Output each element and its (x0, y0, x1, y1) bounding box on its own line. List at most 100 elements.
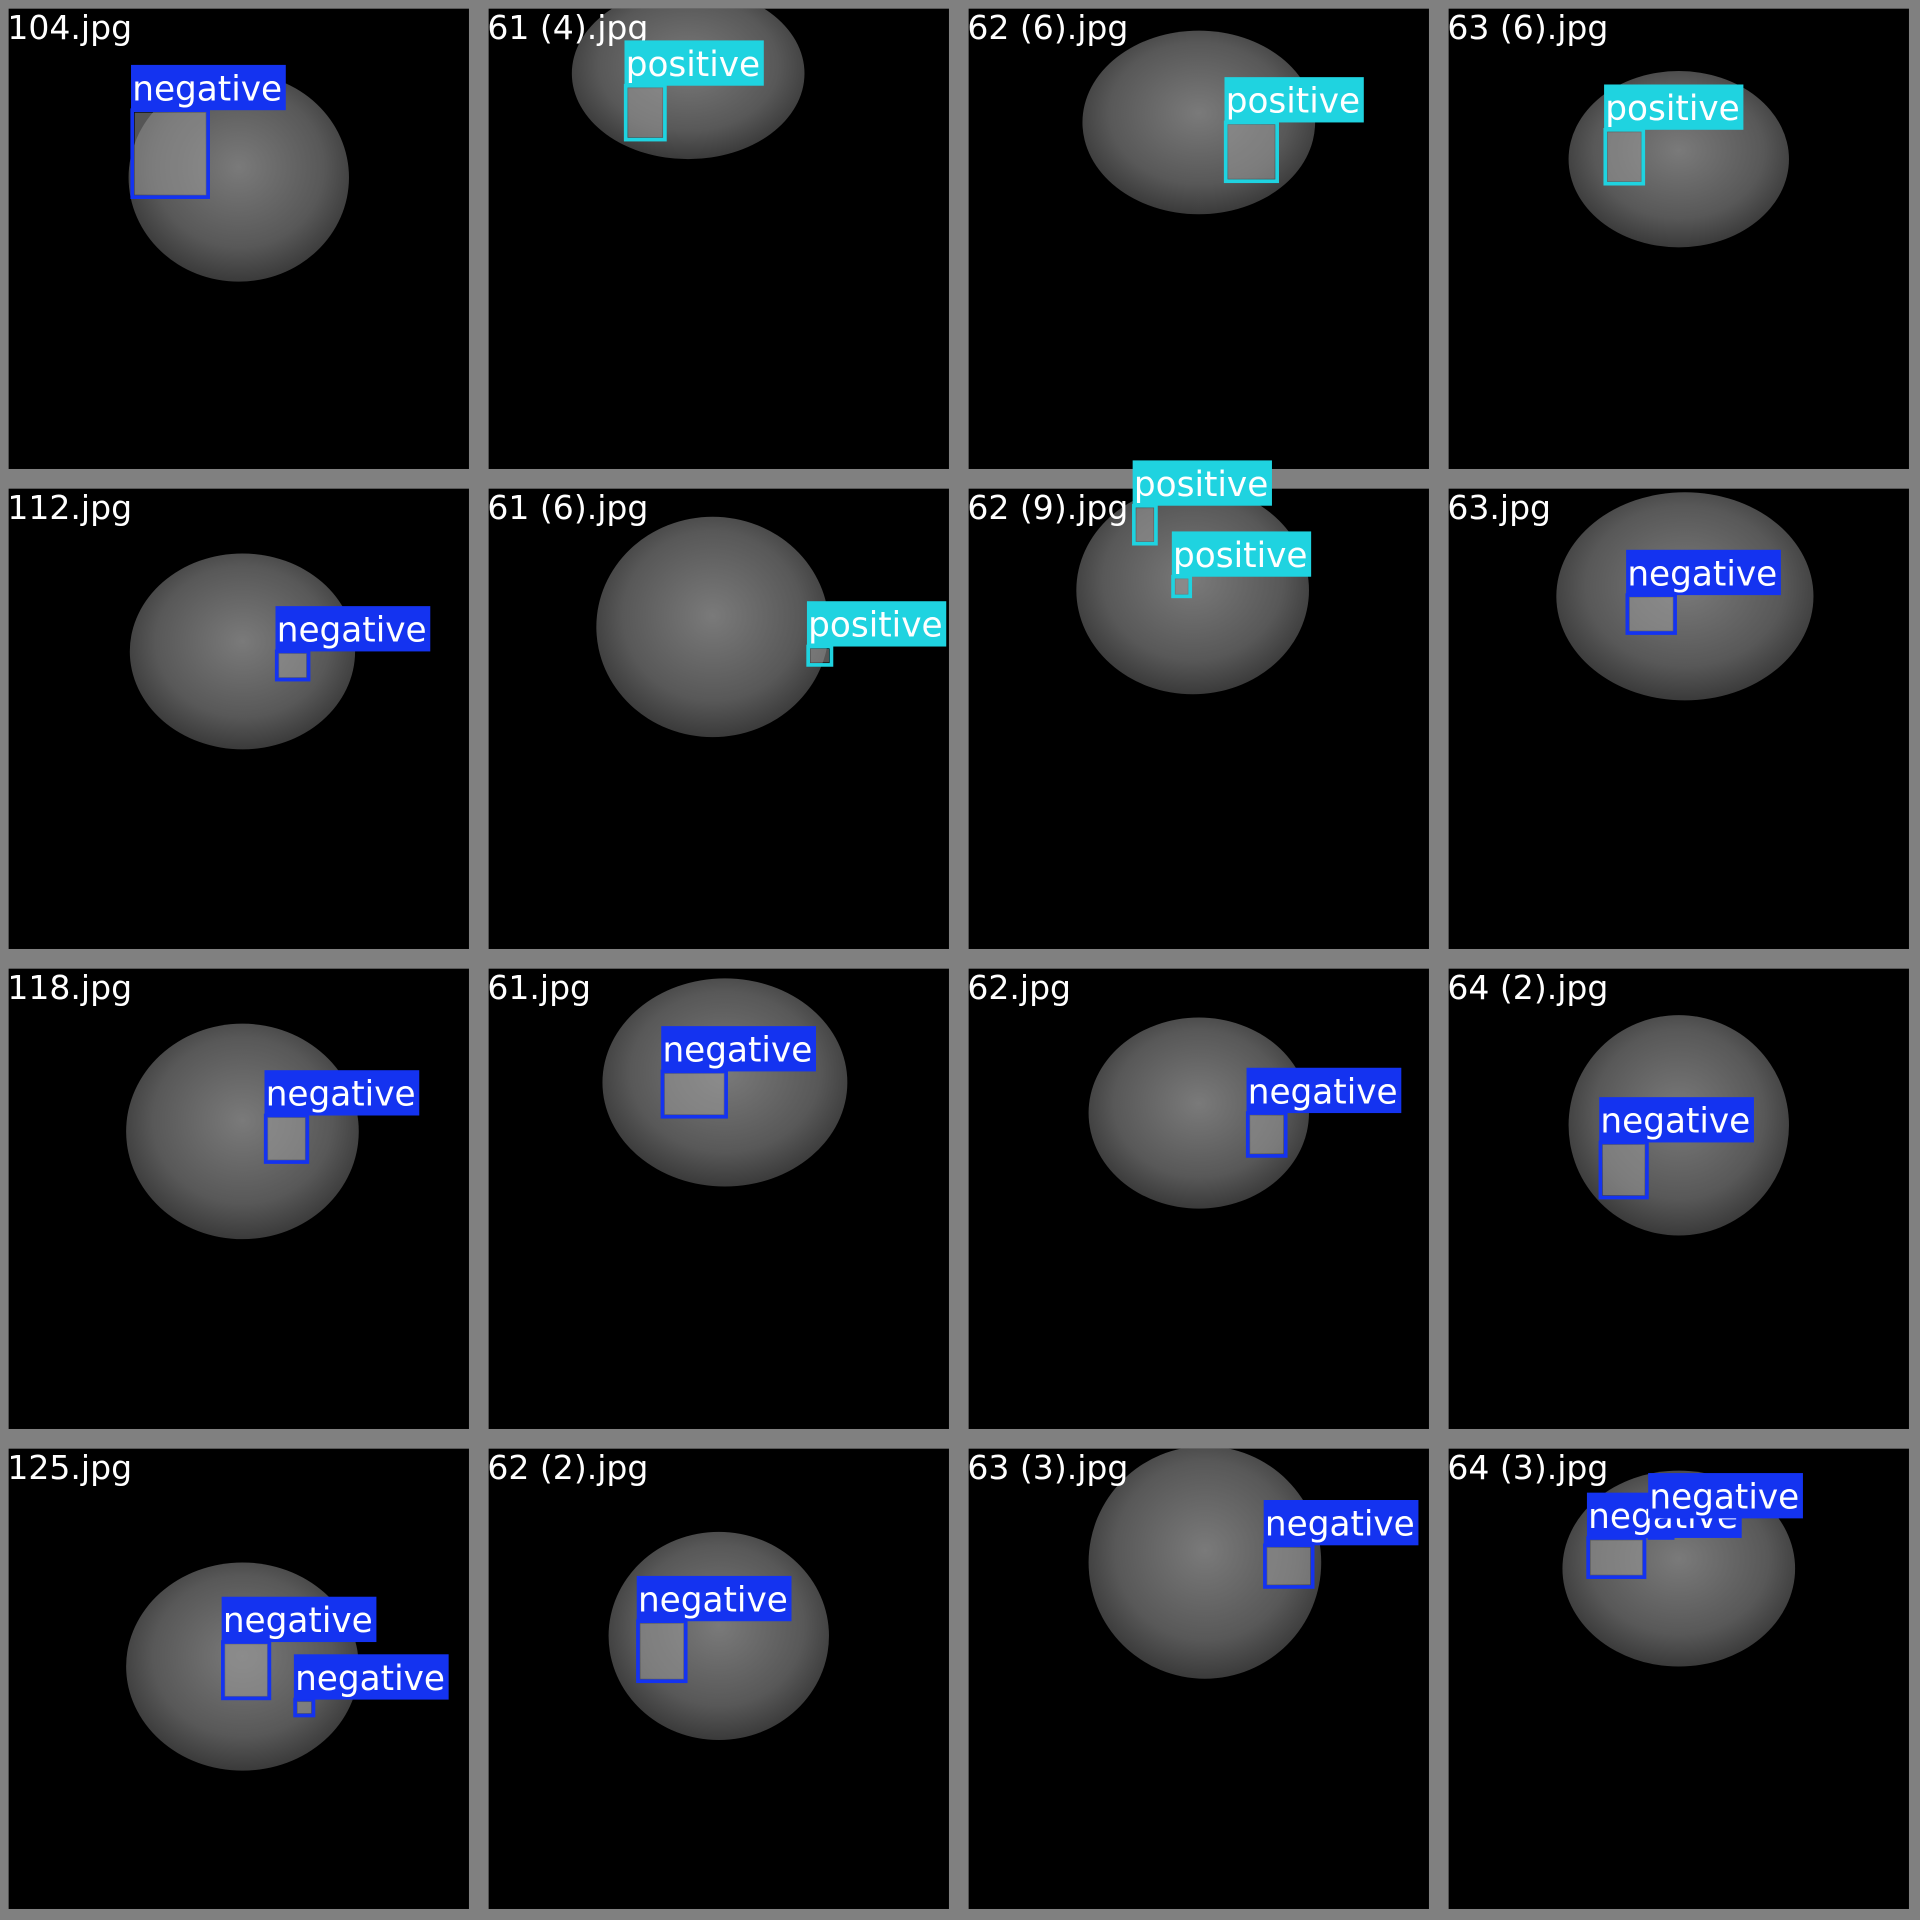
tumor (1228, 124, 1275, 179)
tumor (134, 112, 206, 195)
detection-label: negative (661, 1026, 816, 1072)
label-background (221, 1596, 377, 1643)
tile: 61 (6).jpg (487, 488, 949, 949)
label-text: positive (1134, 465, 1268, 505)
detection-label: negative (264, 1070, 420, 1116)
tumor (1136, 508, 1154, 542)
label-background (1604, 84, 1744, 130)
detection-label: negative (1648, 1473, 1803, 1519)
tumor (640, 1623, 684, 1679)
tumor (628, 88, 663, 138)
filename: 64 (2).jpg (1447, 968, 1608, 1007)
filename: 63.jpg (1447, 488, 1551, 527)
detection-label: positive (1604, 84, 1744, 130)
detection-label: positive (1224, 77, 1364, 123)
filename: 112.jpg (7, 488, 132, 527)
detection-label: negative (221, 1596, 377, 1643)
detection-label: positive (806, 601, 947, 647)
brain (126, 1023, 359, 1240)
label-text: negative (132, 69, 282, 109)
filename: 64 (3).jpg (1447, 1448, 1608, 1487)
tumor (1602, 1144, 1645, 1196)
filename: 125.jpg (7, 1448, 132, 1487)
label-background (293, 1654, 449, 1700)
detection-label: negative (275, 606, 431, 652)
label-background (1132, 460, 1272, 506)
label-text: positive (1226, 82, 1360, 122)
label-text: negative (295, 1659, 445, 1699)
tile-image (8, 488, 469, 949)
brain (129, 553, 356, 750)
label-background (1599, 1097, 1754, 1143)
label-background (624, 40, 764, 86)
label-text: negative (277, 611, 427, 651)
tumor (225, 1644, 267, 1696)
tile-image (8, 968, 469, 1429)
tumor (1629, 597, 1673, 631)
tile-image (488, 488, 949, 949)
tumor (1250, 1115, 1284, 1154)
label-background (1626, 549, 1781, 596)
tile: 63 (6).jpg (1447, 8, 1909, 469)
label-text: negative (1649, 1478, 1799, 1518)
detection-label: negative (1246, 1067, 1402, 1114)
tile: 63 (3).jpg (967, 1448, 1429, 1909)
brain (1088, 1448, 1322, 1679)
label-background (1246, 1067, 1402, 1114)
tile: 64 (2).jpg (1447, 968, 1909, 1429)
tumor (1607, 132, 1641, 182)
filename: 61.jpg (487, 968, 591, 1007)
filename: 62 (6).jpg (967, 8, 1128, 47)
tile: 62 (2).jpg (487, 1448, 949, 1909)
label-text: negative (1248, 1072, 1398, 1112)
filename: 61 (4).jpg (487, 8, 648, 47)
label-background (806, 601, 947, 647)
filename: 61 (6).jpg (487, 488, 648, 527)
label-background (636, 1575, 792, 1622)
label-background (264, 1070, 420, 1116)
bounding-box (1245, 1111, 1288, 1158)
label-text: negative (266, 1075, 416, 1115)
brain (1556, 492, 1814, 701)
tile-image (968, 968, 1429, 1429)
tile-image (1448, 968, 1909, 1429)
label-text: positive (626, 45, 760, 85)
tumor (268, 1117, 305, 1160)
tile-image (488, 1448, 949, 1909)
label-text: negative (1265, 1505, 1415, 1545)
label-text: positive (808, 606, 942, 646)
filename: 118.jpg (7, 968, 132, 1007)
label-background (275, 606, 431, 652)
tile: 112.jpg (7, 488, 469, 949)
tumor (279, 653, 307, 678)
detection-label: negative (1263, 1500, 1419, 1546)
detection-label: negative (1599, 1097, 1754, 1143)
label-text: negative (1600, 1102, 1750, 1142)
detection-label: negative (293, 1654, 449, 1700)
label-background (131, 64, 286, 111)
tumor (1267, 1547, 1311, 1585)
filename: 104.jpg (7, 8, 132, 47)
label-background (1224, 77, 1364, 123)
tile-image (968, 1448, 1429, 1909)
detection-label: negative (1626, 549, 1781, 596)
tumor (810, 648, 829, 663)
tumor (1590, 1540, 1643, 1575)
filename: 63 (3).jpg (967, 1448, 1128, 1487)
filename: 63 (6).jpg (1447, 8, 1608, 47)
tumor (664, 1073, 724, 1115)
label-text: positive (1605, 89, 1739, 129)
detection-label: positive (1171, 531, 1312, 577)
label-text: negative (1627, 554, 1777, 594)
detection-label: positive (1132, 460, 1272, 506)
tumor (1175, 579, 1188, 594)
label-text: negative (662, 1031, 812, 1071)
filename: 62 (9).jpg (967, 488, 1128, 527)
filename: 62 (2).jpg (487, 1448, 648, 1487)
label-background (1263, 1500, 1419, 1546)
tumor (297, 1702, 312, 1714)
label-background (661, 1026, 816, 1072)
tile: 62.jpg (967, 968, 1429, 1429)
